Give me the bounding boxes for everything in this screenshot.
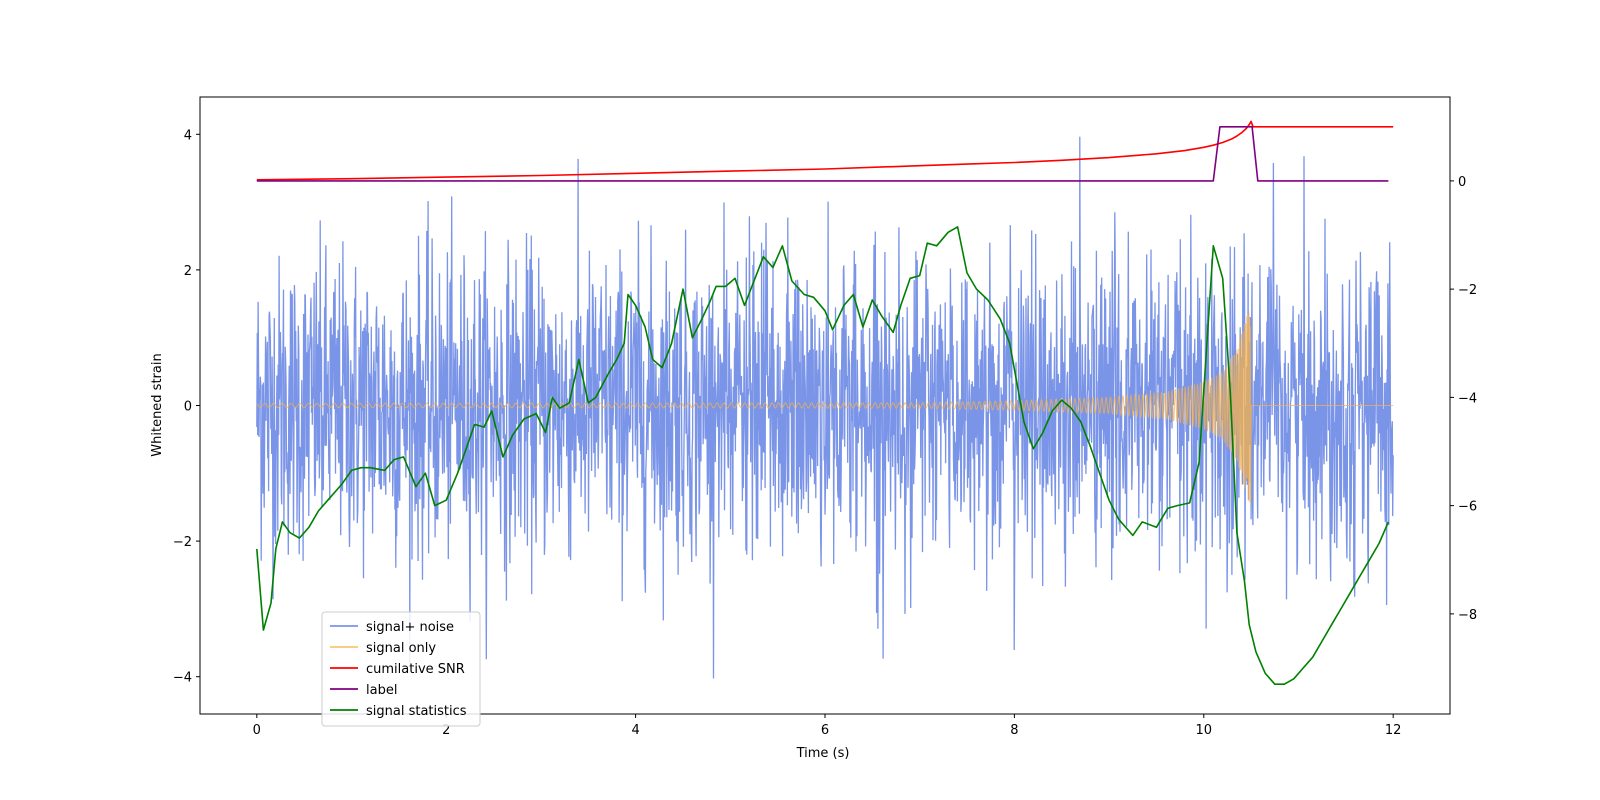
y-tick-label: 4 bbox=[184, 128, 192, 143]
x-tick-label: 4 bbox=[631, 723, 639, 738]
series-label-line bbox=[256, 126, 1389, 182]
x-tick-label: 10 bbox=[1196, 723, 1213, 738]
y-tick-label: −2 bbox=[173, 535, 192, 550]
legend-label-label: label bbox=[366, 683, 397, 698]
y-axis-label: Whitened strain bbox=[150, 353, 165, 456]
y2-tick-label: −4 bbox=[1458, 391, 1477, 406]
x-tick-label: 8 bbox=[1010, 723, 1018, 738]
y-axis-right: −8 −6 −4 −2 0 bbox=[1450, 175, 1477, 623]
x-tick-label: 6 bbox=[821, 723, 829, 738]
y2-tick-label: 0 bbox=[1458, 175, 1466, 190]
y-tick-label: −4 bbox=[173, 671, 192, 686]
series-signal-statistics-line bbox=[256, 226, 1390, 685]
x-tick-label: 2 bbox=[442, 723, 450, 738]
x-tick-label: 12 bbox=[1385, 723, 1402, 738]
x-axis-label: Time (s) bbox=[796, 746, 850, 761]
x-tick-label: 0 bbox=[253, 723, 261, 738]
legend: signal+ noise signal only cumilative SNR la… bbox=[321, 611, 481, 727]
y2-tick-label: −8 bbox=[1458, 608, 1477, 623]
y-tick-label: 0 bbox=[184, 400, 192, 415]
legend-label-stats: signal statistics bbox=[366, 704, 467, 719]
y-tick-label: 2 bbox=[184, 264, 192, 279]
series-layer bbox=[256, 120, 1394, 685]
y-axis-left: −4 −2 0 2 4 bbox=[173, 128, 200, 686]
series-cumulative-snr-line bbox=[256, 120, 1394, 181]
legend-label-snr: cumilative SNR bbox=[366, 662, 465, 677]
y2-tick-label: −2 bbox=[1458, 283, 1477, 298]
y2-tick-label: −6 bbox=[1458, 500, 1477, 515]
legend-label-signal: signal only bbox=[366, 641, 436, 656]
series-signal-plus-noise-line bbox=[256, 136, 1394, 679]
legend-box bbox=[321, 611, 481, 727]
legend-label-noise: signal+ noise bbox=[366, 620, 454, 635]
